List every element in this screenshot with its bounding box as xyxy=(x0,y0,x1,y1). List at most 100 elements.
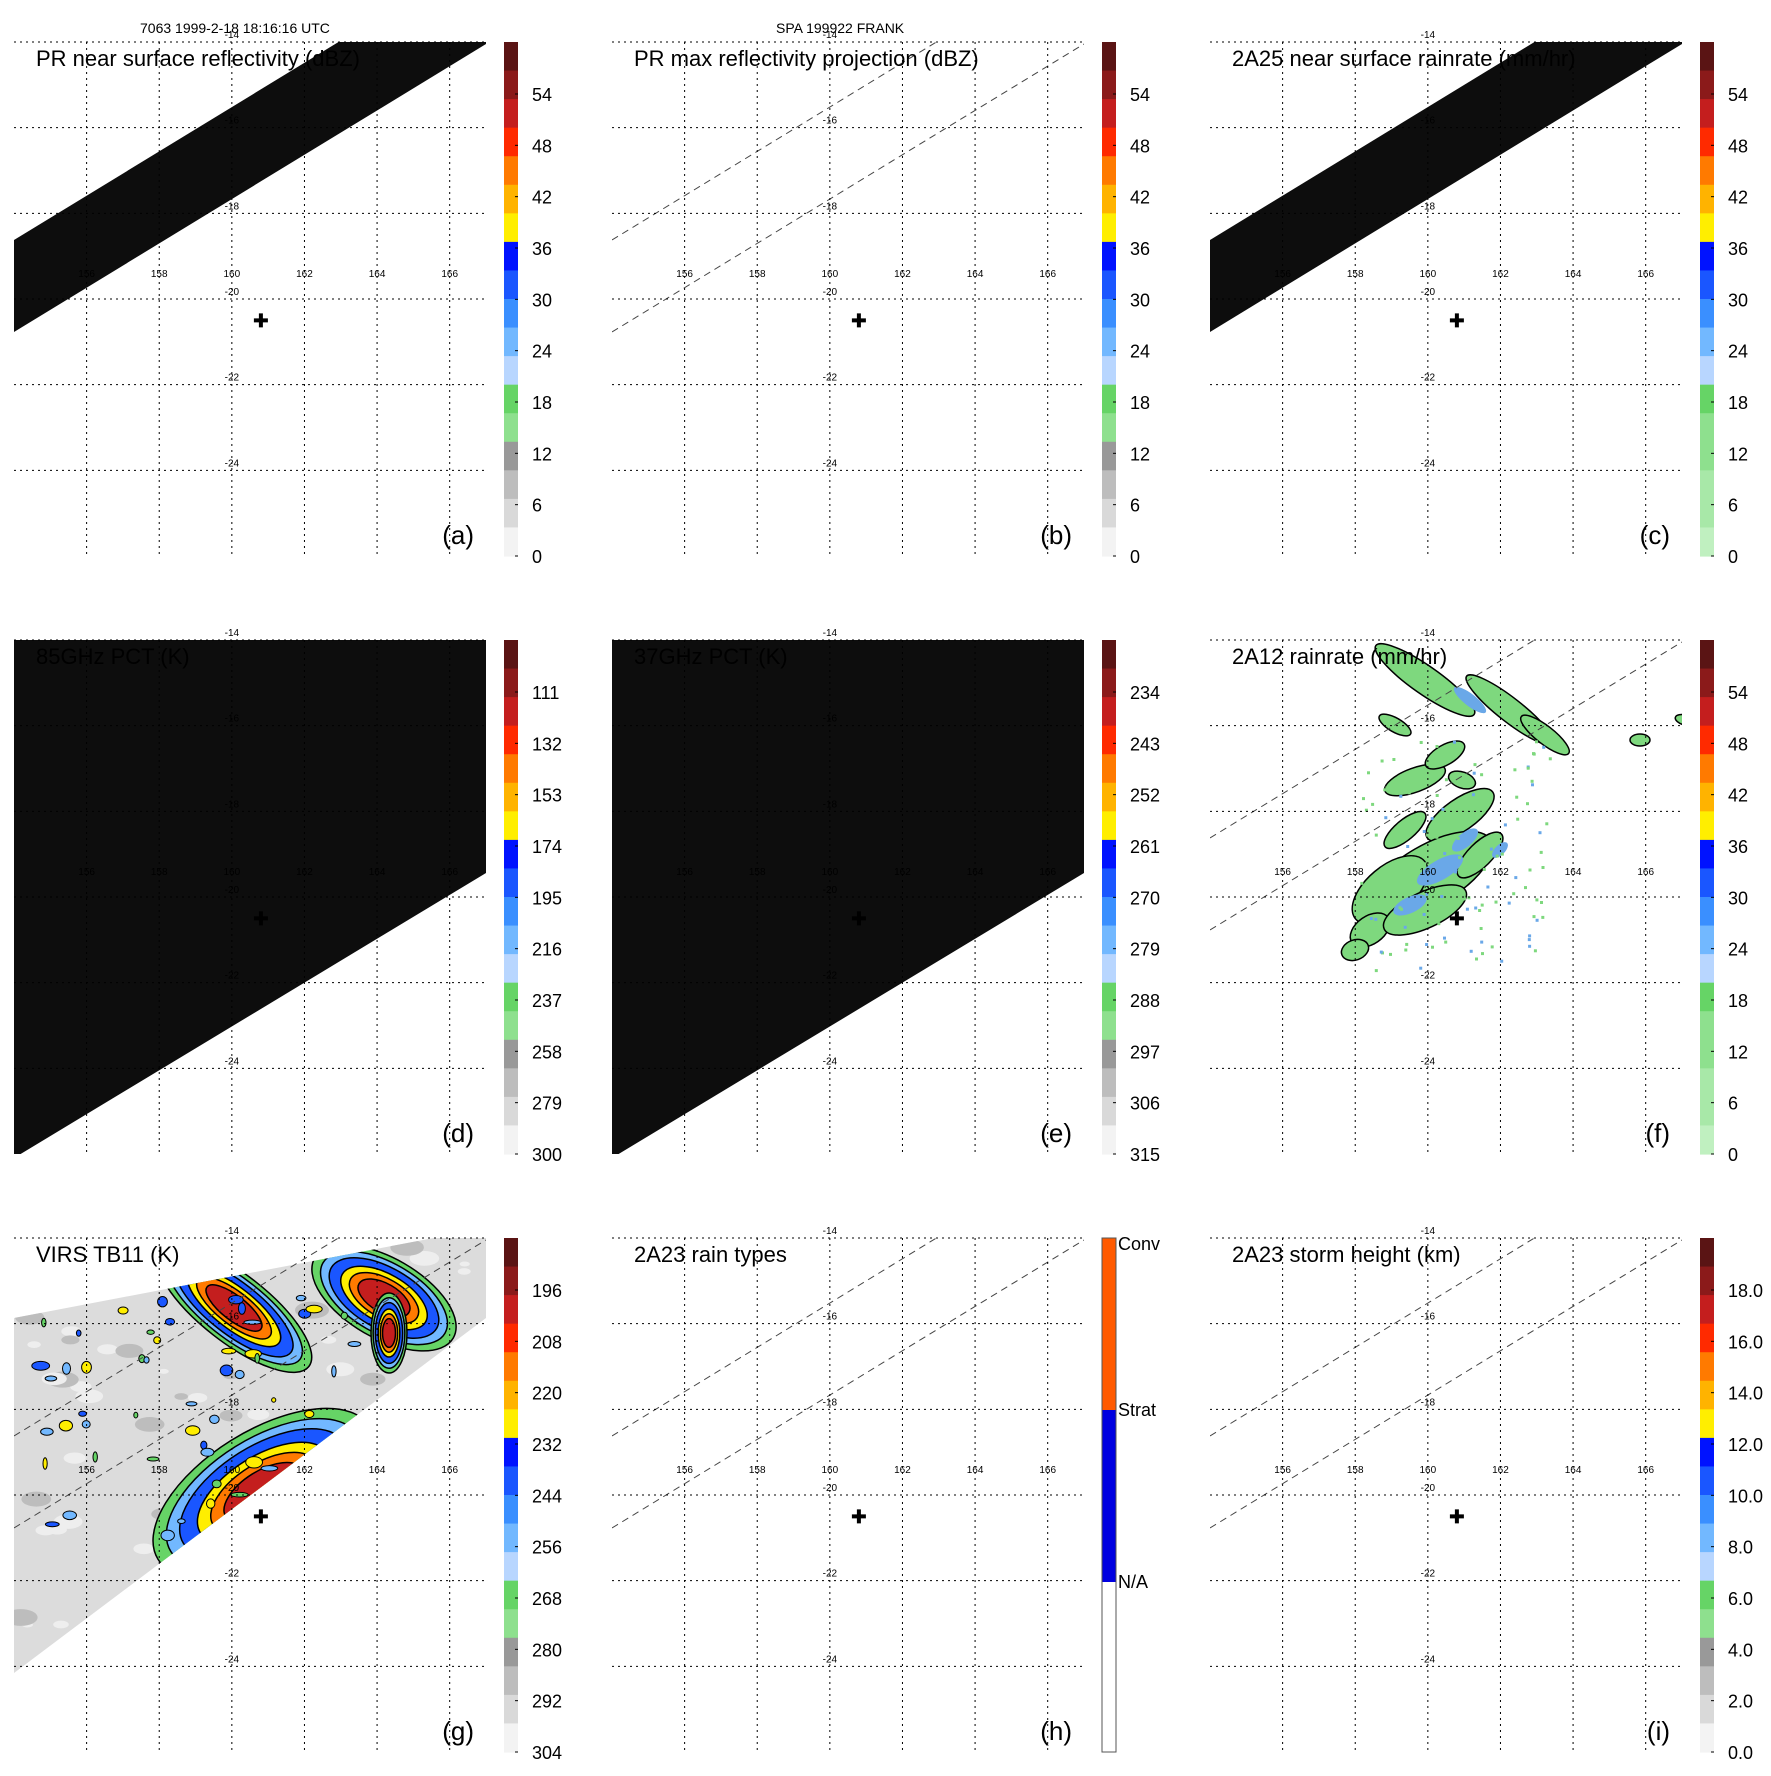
colorbar-tick: 42 xyxy=(1130,188,1150,208)
colorbar-segment xyxy=(504,1609,518,1639)
colorbar-segment xyxy=(1700,725,1714,755)
cloud-texture xyxy=(14,1609,38,1626)
colorbar-tick: 48 xyxy=(1130,136,1150,156)
panel-plot-area xyxy=(612,1238,1084,1529)
panel-title: 2A12 rainrate (mm/hr) xyxy=(1232,644,1447,669)
lon-label: 156 xyxy=(676,269,693,280)
cloud-cell xyxy=(314,1546,322,1556)
rain-speck xyxy=(1437,922,1441,926)
lat-label: -24 xyxy=(1421,458,1436,469)
rain-speck xyxy=(1535,918,1539,922)
colorbar-tick: 132 xyxy=(532,734,562,754)
colorbar-tick: 36 xyxy=(1130,239,1150,259)
colorbar-tick: 36 xyxy=(1728,239,1748,259)
colorbar-segment xyxy=(1102,470,1116,500)
cloud-cell xyxy=(245,1456,264,1469)
cloud-texture xyxy=(259,1609,280,1620)
rain-speck xyxy=(1514,876,1518,880)
lat-label: -18 xyxy=(823,799,838,810)
rain-speck xyxy=(1548,757,1552,761)
colorbar-segment xyxy=(504,1437,518,1468)
colorbar-segment xyxy=(504,299,518,329)
lat-label: -16 xyxy=(225,714,240,725)
colorbar-segment xyxy=(1700,1011,1714,1041)
rain-speck xyxy=(1425,943,1429,946)
lon-label: 166 xyxy=(1637,269,1654,280)
colorbar-segment xyxy=(504,441,518,471)
lat-label: -14 xyxy=(225,30,240,41)
cloud-texture xyxy=(337,1588,355,1598)
colorbar-segment xyxy=(1700,640,1714,670)
rain-speck xyxy=(1389,952,1392,956)
colorbar-segment xyxy=(1102,70,1116,100)
cloud-texture xyxy=(286,1483,321,1501)
colorbar-tick: 6 xyxy=(1130,496,1140,516)
colorbar-tick: Strat xyxy=(1118,1400,1156,1420)
colorbar-tick: 42 xyxy=(532,188,552,208)
cloud-cell xyxy=(304,1410,315,1418)
colorbar: 234 243 252 261 270 279 288 297 306 315 xyxy=(1102,640,1160,1165)
cloud-cell xyxy=(319,1547,330,1561)
colorbar-segment xyxy=(1700,1666,1714,1696)
colorbar-segment xyxy=(1700,1694,1714,1725)
graticule xyxy=(14,41,486,556)
colorbar-segment xyxy=(1102,925,1116,955)
colorbar-segment xyxy=(1700,754,1714,784)
lat-label: -20 xyxy=(1421,287,1436,298)
rain-speck xyxy=(1374,917,1378,921)
rain-speck xyxy=(1481,952,1484,956)
graticule xyxy=(612,639,1084,1154)
rain-speck xyxy=(1480,940,1484,944)
cloud-cell xyxy=(75,1329,82,1337)
lat-label: -24 xyxy=(1421,1056,1436,1067)
cloud-cell xyxy=(78,1410,87,1417)
rain-cell xyxy=(1383,810,1427,850)
colorbar-segment xyxy=(1102,527,1116,557)
rain-speck xyxy=(1527,938,1531,942)
colorbar-tick: 280 xyxy=(532,1640,562,1660)
lat-label: -18 xyxy=(1421,799,1436,810)
swath-edge-line xyxy=(1210,1238,1536,1437)
rain-speck xyxy=(1503,823,1507,827)
lon-label: 158 xyxy=(1347,1465,1364,1476)
colorbar-segment xyxy=(1700,1096,1714,1127)
cloud-cell xyxy=(328,1514,346,1521)
colorbar-segment xyxy=(504,782,518,812)
lon-label: 164 xyxy=(967,867,984,878)
rain-speck xyxy=(1360,951,1363,955)
cloud-cell xyxy=(228,1295,244,1305)
graticule xyxy=(1210,1237,1682,1752)
rain-speck xyxy=(1513,768,1517,772)
colorbar-tick: 42 xyxy=(1728,786,1748,806)
cloud-cell xyxy=(326,1483,341,1491)
colorbar-tick: 30 xyxy=(1728,888,1748,908)
rain-speck xyxy=(1542,745,1546,749)
panel-title: 2A23 rain types xyxy=(634,1242,787,1267)
cloud-cell xyxy=(44,1521,60,1528)
cloud-texture xyxy=(353,1663,378,1673)
rain-speck xyxy=(1538,831,1542,835)
colorbar-segment xyxy=(1700,99,1714,129)
rain-speck xyxy=(1531,783,1534,787)
colorbar-segment xyxy=(504,1266,518,1296)
rain-speck xyxy=(1472,771,1476,775)
storm-center-marker xyxy=(253,313,268,328)
panel-label: (b) xyxy=(1040,520,1072,550)
colorbar-tick: 12.0 xyxy=(1728,1435,1763,1455)
panel-f: 156 158 160 162 164 166 -14 -16 -18 -20 -22 -24 2A12… xyxy=(1210,628,1748,1165)
colorbar-segment xyxy=(1700,356,1714,386)
lat-label: -20 xyxy=(225,1483,240,1494)
colorbar-segment xyxy=(504,1380,518,1410)
colorbar-tick: 30 xyxy=(532,290,552,310)
lat-label: -18 xyxy=(225,201,240,212)
cloud-cell xyxy=(162,1581,181,1593)
panel-title: VIRS TB11 (K) xyxy=(36,1242,179,1267)
lon-label: 166 xyxy=(441,269,458,280)
rain-speck xyxy=(1475,957,1478,961)
rain-speck xyxy=(1467,896,1471,900)
colorbar-segment xyxy=(504,498,518,529)
cloud-cell xyxy=(133,1411,139,1419)
lat-label: -20 xyxy=(823,885,838,896)
cloud-cell xyxy=(117,1306,129,1315)
lat-label: -24 xyxy=(225,458,240,469)
